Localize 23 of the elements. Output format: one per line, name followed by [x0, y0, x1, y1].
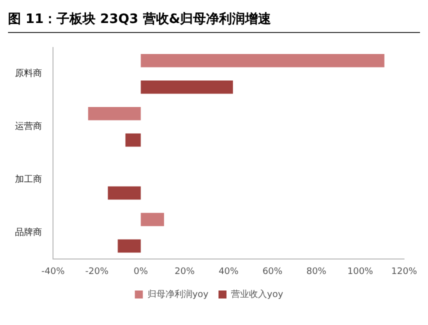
y-tick-label: 运营商	[15, 121, 42, 132]
x-tick-label: 0%	[134, 266, 148, 277]
bar	[140, 80, 233, 94]
legend-label: 营业收入yoy	[231, 288, 284, 300]
x-tick-label: -40%	[41, 266, 66, 277]
x-tick-label: 60%	[262, 266, 283, 277]
x-tick-label: -20%	[85, 266, 109, 277]
chart-title: 图 11：子板块 23Q3 营收&归母净利润增速	[8, 8, 420, 33]
legend-label: 归母净利润yoy	[147, 288, 210, 300]
bar	[125, 133, 141, 147]
x-tick-label: 40%	[218, 266, 240, 277]
x-tick-label: 120%	[391, 266, 418, 277]
bar	[88, 106, 141, 120]
x-tick-label: 100%	[347, 266, 374, 277]
bar	[140, 54, 384, 68]
x-tick-label: 20%	[174, 266, 196, 277]
bar	[140, 212, 164, 226]
x-tick-label: 80%	[306, 266, 327, 277]
y-tick-label: 品牌商	[15, 227, 42, 238]
y-tick-label: 加工商	[15, 174, 42, 186]
y-tick-label: 原料商	[15, 68, 42, 80]
bar	[118, 239, 141, 253]
bar	[108, 186, 141, 200]
